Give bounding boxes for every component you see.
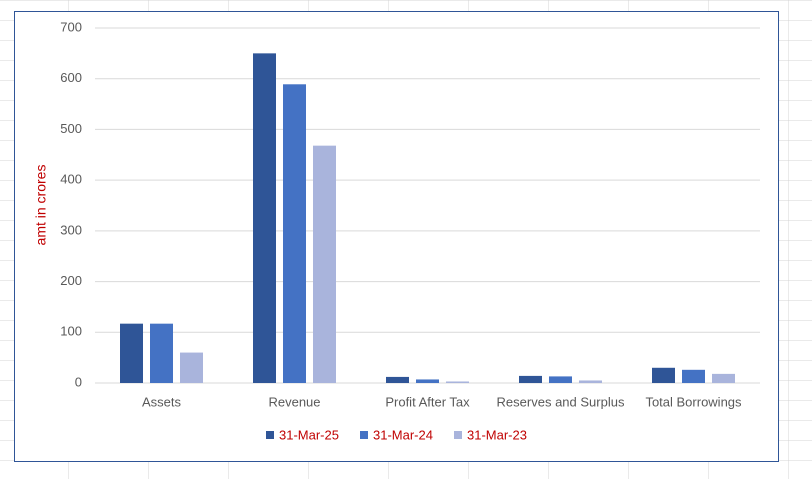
legend-swatch bbox=[454, 431, 462, 439]
bar bbox=[416, 379, 439, 383]
y-tick-label: 0 bbox=[75, 374, 82, 389]
legend-swatch bbox=[266, 431, 274, 439]
bar bbox=[120, 323, 143, 383]
legend-label: 31-Mar-23 bbox=[467, 427, 527, 442]
bar bbox=[283, 84, 306, 384]
bar bbox=[253, 53, 276, 383]
bar bbox=[180, 352, 203, 383]
bar bbox=[446, 381, 469, 383]
x-tick-label: Profit After Tax bbox=[385, 394, 470, 409]
x-tick-label: Total Borrowings bbox=[645, 394, 742, 409]
y-tick-label: 200 bbox=[60, 273, 82, 288]
legend-label: 31-Mar-25 bbox=[279, 427, 339, 442]
x-tick-label: Reserves and Surplus bbox=[497, 394, 625, 409]
chart-area[interactable] bbox=[14, 11, 779, 462]
y-tick-label: 100 bbox=[60, 324, 82, 339]
x-tick-label: Assets bbox=[142, 394, 182, 409]
y-tick-label: 700 bbox=[60, 19, 82, 34]
x-tick-label: Revenue bbox=[268, 394, 320, 409]
bar bbox=[712, 373, 735, 383]
bar bbox=[652, 367, 675, 383]
y-tick-label: 600 bbox=[60, 70, 82, 85]
y-tick-label: 400 bbox=[60, 172, 82, 187]
bar bbox=[150, 323, 173, 383]
bar bbox=[549, 376, 572, 383]
legend-label: 31-Mar-24 bbox=[373, 427, 433, 442]
y-tick-label: 500 bbox=[60, 121, 82, 136]
bar bbox=[682, 369, 705, 383]
bar bbox=[386, 376, 409, 383]
y-tick-label: 300 bbox=[60, 222, 82, 237]
bar bbox=[313, 145, 336, 383]
y-axis-label: amt in crores bbox=[33, 165, 49, 246]
bar bbox=[519, 375, 542, 383]
legend-swatch bbox=[360, 431, 368, 439]
bar bbox=[579, 380, 602, 383]
